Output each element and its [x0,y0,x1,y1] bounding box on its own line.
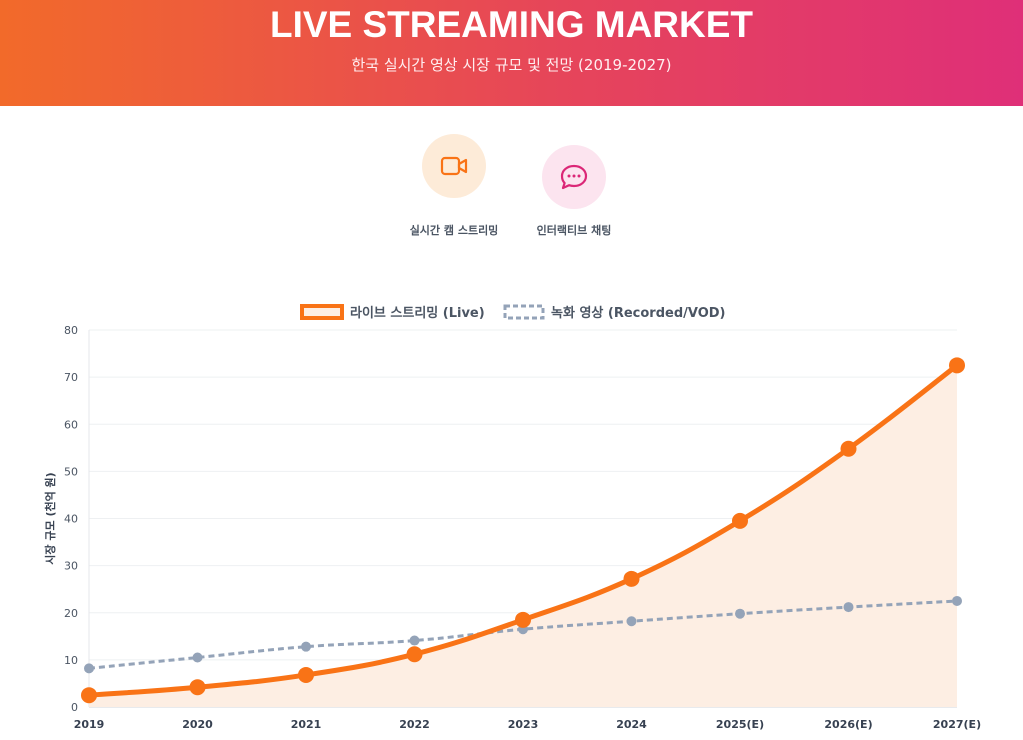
live-point-2021 [298,666,314,683]
x-tick-label: 2020 [182,718,213,731]
x-tick-label: 2019 [74,718,105,731]
live-point-2020 [189,679,206,696]
vod-point-2021 [301,641,311,652]
feature-chat-badge [542,145,606,209]
feature-live-cam-label: 실시간 캠 스트리밍 [409,224,499,237]
y-tick-label: 0 [71,701,78,714]
vod-point-2020 [192,652,203,663]
vod-point-2022 [409,635,420,646]
legend-swatch-vod [503,304,545,320]
x-tick-label: 2023 [508,718,539,731]
live-point-2027(E) [949,357,965,374]
feature-live-cam-badge [422,134,486,198]
y-tick-label: 10 [64,654,78,667]
page-subtitle: 한국 실시간 영상 시장 규모 및 전망 (2019-2027) [351,56,672,74]
legend-swatch-live [300,304,344,320]
page-title: LIVE STREAMING MARKET [269,4,754,45]
vod-point-2027(E) [952,595,962,606]
video-camera-icon [440,156,468,176]
y-axis-title: 시장 규모 (천억 원) [43,472,57,564]
vod-point-2024 [626,616,637,627]
y-tick-label: 40 [64,513,78,526]
y-tick-label: 50 [64,465,78,478]
legend-label-live: 라이브 스트리밍 (Live) [350,305,485,321]
vod-point-2019 [84,663,94,674]
market-chart: 0 10 20 30 40 50 60 70 80 2019 2020 2021 2022 2023 202… [0,290,1023,736]
y-tick-label: 30 [64,560,78,573]
x-tick-label: 2024 [616,718,647,731]
x-tick-label: 2022 [399,718,430,731]
live-point-2023 [515,611,531,628]
feature-live-cam: 실시간 캠 스트리밍 [374,134,534,238]
y-tick-label: 70 [64,371,78,384]
feature-chat-label: 인터랙티브 채팅 [536,224,612,237]
x-tick-label: 2027(E) [933,718,981,731]
live-point-2026(E) [840,440,857,457]
vod-point-2026(E) [843,602,854,613]
live-point-2022 [406,646,423,663]
feature-chat: 인터랙티브 채팅 [494,134,654,238]
y-tick-label: 20 [64,607,78,620]
x-tick-label: 2026(E) [824,718,872,731]
x-tick-label: 2025(E) [716,718,764,731]
live-area-fill [89,365,957,707]
market-chart-svg: 0 10 20 30 40 50 60 70 80 2019 2020 2021 2022 2023 202… [43,304,981,731]
legend-label-vod: 녹화 영상 (Recorded/VOD) [551,305,726,321]
live-point-2024 [623,570,640,587]
y-tick-label: 60 [64,418,78,431]
header-banner: LIVE STREAMING MARKET 한국 실시간 영상 시장 규모 및 … [0,0,1023,106]
y-tick-label: 80 [64,324,78,337]
live-point-2025(E) [732,512,748,529]
vod-point-2025(E) [735,608,745,619]
live-point-2019 [81,687,97,704]
x-tick-label: 2021 [291,718,322,731]
chat-bubble-icon [560,164,588,190]
